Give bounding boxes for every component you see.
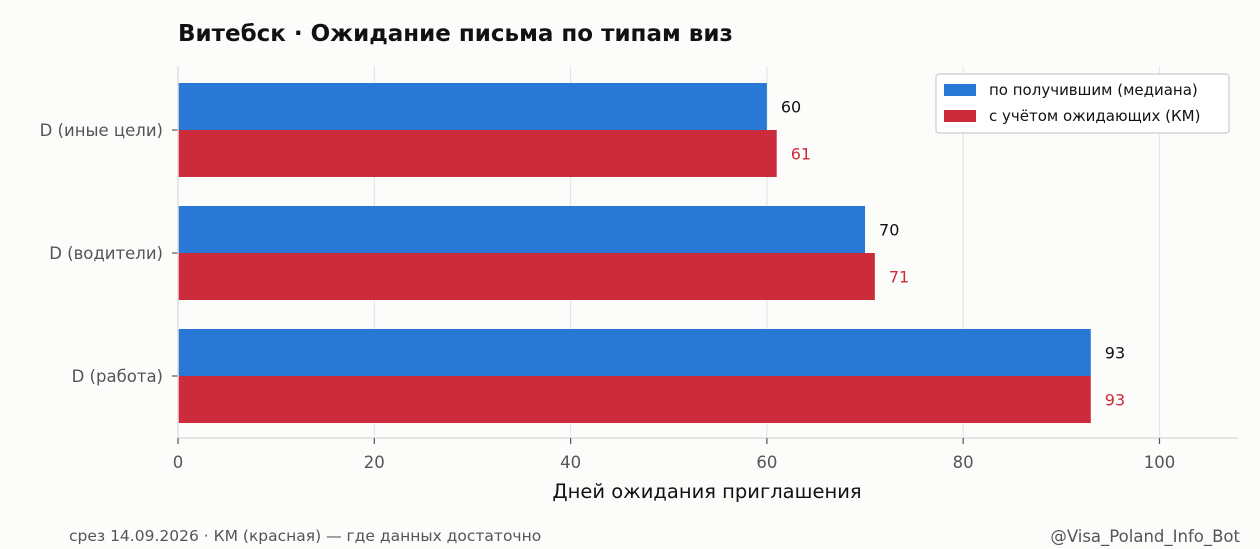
bars: 60 61 70 71 93 93 [178,83,1125,423]
x-tick-label-20: 20 [364,453,385,472]
bar-0-0 [178,83,767,130]
legend: по получившим (медиана) с учётом ожидающи… [935,73,1230,134]
axes: D (иные цели) D (водители) D (работа) 0 20 40… [40,66,1238,472]
value-label-2-1: 93 [1105,391,1125,410]
legend-label-0: по получившим (медиана) [989,81,1198,99]
x-tick-label-100: 100 [1144,453,1176,472]
legend-swatch-1 [944,110,976,122]
bar-1-1 [178,253,875,300]
y-tick-label-2: D (работа) [72,367,163,386]
value-label-1-0: 70 [879,221,899,240]
value-label-0-1: 61 [791,145,811,164]
value-label-0-0: 60 [781,98,801,117]
x-tick-label-60: 60 [756,453,777,472]
footer-credit: @Visa_Poland_Info_Bot [1050,527,1240,546]
value-label-2-0: 93 [1105,344,1125,363]
chart-title: Витебск · Ожидание письма по типам виз [178,21,733,47]
bar-0-1 [178,130,777,177]
legend-swatch-0 [944,84,976,96]
bar-2-0 [178,329,1091,376]
x-tick-label-40: 40 [560,453,581,472]
x-tick-label-0: 0 [173,453,184,472]
footer-note: срез 14.09.2026 · КМ (красная) — где дан… [69,527,542,545]
x-axis-label: Дней ожидания приглашения [552,480,861,503]
legend-box [935,73,1230,134]
value-label-1-1: 71 [889,268,909,287]
y-tick-label-1: D (водители) [49,244,163,263]
bar-2-1 [178,376,1091,423]
bar-1-0 [178,206,866,253]
x-tick-label-80: 80 [953,453,974,472]
y-tick-label-0: D (иные цели) [40,121,163,140]
legend-label-1: с учётом ожидающих (КМ) [989,107,1200,125]
